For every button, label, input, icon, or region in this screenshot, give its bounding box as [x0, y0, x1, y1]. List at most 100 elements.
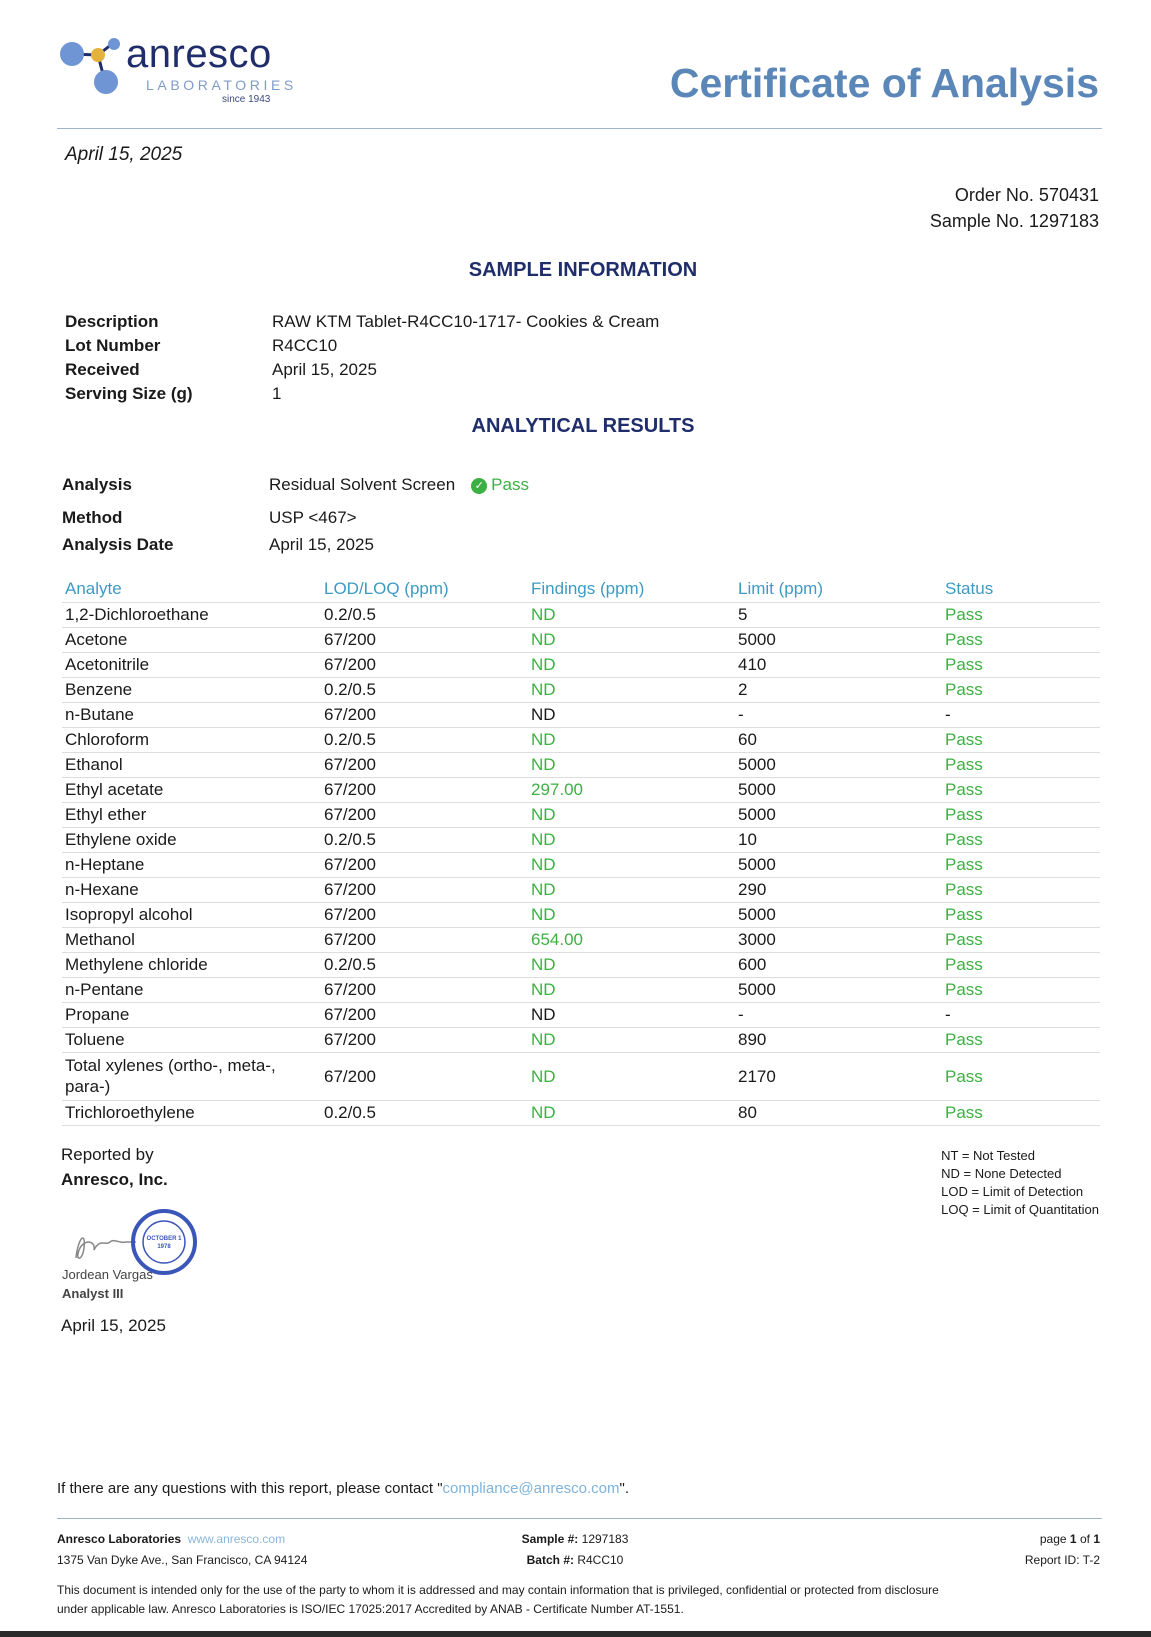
footer-website-link[interactable]: www.anresco.com — [187, 1532, 286, 1546]
label: Received — [65, 360, 140, 379]
label: Method — [62, 508, 123, 527]
table-row: Ethylene oxide 0.2/0.5 ND 10 Pass — [62, 827, 1100, 853]
cell-status: Pass — [942, 802, 1100, 828]
cell-lod-loq: 0.2/0.5 — [321, 602, 528, 628]
sample-number: Sample No. 1297183 — [929, 211, 1099, 231]
footer-sample-info: Sample #: 1297183 Batch #: R4CC10 — [500, 1529, 650, 1571]
cell-status: Pass — [942, 852, 1100, 878]
logo-subtitle: LABORATORIES — [146, 77, 297, 93]
legend-loq: LOQ = Limit of Quantitation — [941, 1202, 1099, 1217]
cell-status: Pass — [942, 1052, 1100, 1101]
cell-lod-loq: 67/200 — [321, 1052, 528, 1101]
lot-number-row: Lot Number R4CC10 — [65, 334, 659, 358]
signature — [75, 1237, 136, 1259]
value: April 15, 2025 — [272, 360, 377, 379]
reported-by-label: Reported by — [61, 1145, 154, 1164]
table-row: Ethyl acetate 67/200 297.00 5000 Pass — [62, 777, 1100, 803]
cell-limit: 3000 — [735, 927, 942, 953]
cell-findings: ND — [528, 902, 735, 928]
cell-findings: 297.00 — [528, 777, 735, 803]
cell-limit: 290 — [735, 877, 942, 903]
value: RAW KTM Tablet-R4CC10-1717- Cookies & Cr… — [272, 312, 660, 331]
cell-analyte: Ethyl acetate — [62, 777, 321, 803]
value: April 15, 2025 — [269, 535, 374, 554]
table-header-row: Analyte LOD/LOQ (ppm) Findings (ppm) Limit … — [62, 577, 1100, 603]
company-name: Anresco, Inc. — [61, 1170, 168, 1189]
cell-analyte: Acetone — [62, 627, 321, 653]
disclaimer-line-2: under applicable law. Anresco Laboratori… — [57, 1602, 684, 1616]
cell-findings: ND — [528, 1002, 735, 1028]
table-row: 1,2-Dichloroethane 0.2/0.5 ND 5 Pass — [62, 602, 1100, 628]
cell-analyte: Toluene — [62, 1027, 321, 1053]
cell-status: Pass — [942, 602, 1100, 628]
analysis-info: Analysis Residual Solvent Screen ✓ Pass Met… — [62, 471, 529, 558]
document-title: Certificate of Analysis — [669, 60, 1099, 106]
cell-findings: ND — [528, 877, 735, 903]
cell-limit: 890 — [735, 1027, 942, 1053]
column-header-findings: Findings (ppm) — [528, 577, 735, 603]
cell-analyte: Ethyl ether — [62, 802, 321, 828]
cell-limit: 5000 — [735, 902, 942, 928]
logo-since: since 1943 — [222, 94, 271, 105]
table-row: Propane 67/200 ND - - — [62, 1002, 1100, 1028]
cell-limit: 410 — [735, 652, 942, 678]
label: Description — [65, 312, 159, 331]
cell-analyte: Benzene — [62, 677, 321, 703]
cell-findings: ND — [528, 1100, 735, 1126]
cell-status: Pass — [942, 677, 1100, 703]
legend-nd: ND = None Detected — [941, 1166, 1062, 1181]
contact-line: If there are any questions with this rep… — [57, 1480, 629, 1497]
sample-info-heading: SAMPLE INFORMATION — [468, 259, 698, 281]
table-row: Methanol 67/200 654.00 3000 Pass — [62, 927, 1100, 953]
analysis-row: Analysis Residual Solvent Screen ✓ Pass — [62, 471, 529, 498]
cell-findings: ND — [528, 952, 735, 978]
cell-status: Pass — [942, 652, 1100, 678]
column-header-lod-loq: LOD/LOQ (ppm) — [321, 577, 528, 603]
check-circle-icon: ✓ — [471, 478, 488, 494]
label: Analysis — [62, 475, 132, 494]
table-row: Isopropyl alcohol 67/200 ND 5000 Pass — [62, 902, 1100, 928]
header-divider — [57, 128, 1102, 129]
cell-analyte: Ethanol — [62, 752, 321, 778]
cell-limit: 10 — [735, 827, 942, 853]
batch-label: Batch #: — [526, 1553, 574, 1567]
cell-lod-loq: 0.2/0.5 — [321, 677, 528, 703]
cell-limit: - — [735, 702, 942, 728]
analytical-results-heading: ANALYTICAL RESULTS — [471, 415, 695, 437]
label: Analysis Date — [62, 535, 174, 554]
bottom-bar — [0, 1631, 1151, 1637]
cell-lod-loq: 0.2/0.5 — [321, 827, 528, 853]
cell-lod-loq: 0.2/0.5 — [321, 952, 528, 978]
contact-email-link[interactable]: compliance@anresco.com — [442, 1480, 620, 1497]
footer-lab-info: Anresco Laboratories www.anresco.com 137… — [57, 1529, 307, 1571]
value: 1 — [272, 384, 282, 403]
cell-analyte: n-Heptane — [62, 852, 321, 878]
cell-status: Pass — [942, 1100, 1100, 1126]
table-row: Benzene 0.2/0.5 ND 2 Pass — [62, 677, 1100, 703]
disclaimer-line-1: This document is intended only for the u… — [57, 1583, 939, 1597]
footer-company: Anresco Laboratories — [57, 1532, 182, 1546]
value: Residual Solvent Screen — [269, 475, 456, 494]
cell-analyte: Methanol — [62, 927, 321, 953]
table-row: Acetone 67/200 ND 5000 Pass — [62, 627, 1100, 653]
table-row: n-Pentane 67/200 ND 5000 Pass — [62, 977, 1100, 1003]
table-row: Chloroform 0.2/0.5 ND 60 Pass — [62, 727, 1100, 753]
cell-findings: ND — [528, 852, 735, 878]
cell-findings: ND — [528, 702, 735, 728]
cell-analyte: Total xylenes (ortho-, meta-, para-) — [62, 1052, 321, 1101]
cell-findings: ND — [528, 827, 735, 853]
cell-limit: 5000 — [735, 852, 942, 878]
cell-status: Pass — [942, 1027, 1100, 1053]
cell-lod-loq: 67/200 — [321, 702, 528, 728]
table-row: Ethanol 67/200 ND 5000 Pass — [62, 752, 1100, 778]
cell-lod-loq: 67/200 — [321, 902, 528, 928]
cell-findings: ND — [528, 1027, 735, 1053]
table-row: n-Butane 67/200 ND - - — [62, 702, 1100, 728]
cell-limit: - — [735, 1002, 942, 1028]
description-row: Description RAW KTM Tablet-R4CC10-1717- C… — [65, 310, 659, 334]
cell-findings: ND — [528, 802, 735, 828]
cell-lod-loq: 67/200 — [321, 652, 528, 678]
report-id: Report ID: T-2 — [1024, 1553, 1100, 1567]
cell-findings: ND — [528, 627, 735, 653]
cell-status: Pass — [942, 902, 1100, 928]
